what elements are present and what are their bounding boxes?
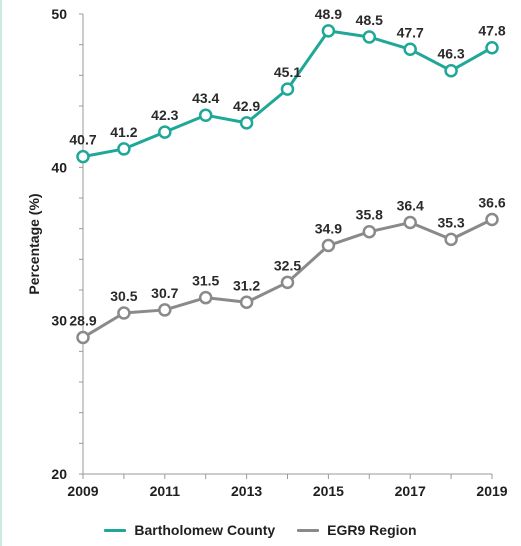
y-tick-label: 30 — [51, 313, 67, 329]
y-axis-title: Percentage (%) — [26, 193, 42, 294]
data-point-egr9 — [158, 303, 172, 317]
data-label-egr9: 32.5 — [274, 257, 301, 273]
x-tick-label: 2019 — [476, 483, 507, 499]
line-chart: 20 30 40 50 2009 2011 2013 2015 2017 2019 40.7 41.… — [26, 6, 508, 499]
legend-item-bartholomew: Bartholomew County — [104, 522, 275, 538]
x-tick-label: 2013 — [231, 483, 262, 499]
data-point-egr9 — [76, 330, 90, 345]
data-label-bartholomew: 40.7 — [69, 132, 96, 148]
y-tick-label: 50 — [51, 6, 67, 22]
data-point-bartholomew — [76, 149, 90, 164]
data-point-bartholomew — [239, 116, 254, 130]
series-points — [76, 24, 499, 345]
data-label-bartholomew: 42.3 — [151, 107, 178, 123]
data-label-bartholomew: 43.4 — [192, 90, 219, 106]
data-point-bartholomew — [117, 142, 131, 156]
data-label-egr9: 35.3 — [437, 214, 464, 230]
data-point-bartholomew — [403, 42, 417, 57]
data-label-egr9: 28.9 — [69, 313, 96, 329]
x-tick-label: 2017 — [395, 483, 426, 499]
x-tick-label: 2009 — [67, 483, 98, 499]
data-label-egr9: 36.4 — [397, 198, 424, 214]
data-label-bartholomew: 46.3 — [437, 46, 464, 62]
data-labels: 40.7 41.2 42.3 43.4 42.9 45.1 48.9 48.5 47.7 46.3… — [69, 6, 505, 329]
data-point-egr9 — [117, 306, 131, 320]
legend-swatch-egr9 — [297, 528, 320, 532]
data-label-bartholomew: 47.8 — [478, 23, 505, 39]
data-point-bartholomew — [362, 30, 377, 44]
data-point-egr9 — [321, 238, 336, 253]
data-label-egr9: 36.6 — [478, 194, 505, 210]
data-label-bartholomew: 47.7 — [397, 24, 424, 40]
data-label-bartholomew: 41.2 — [110, 124, 137, 140]
data-point-egr9 — [444, 232, 458, 247]
data-point-egr9 — [362, 224, 377, 239]
data-point-bartholomew — [280, 82, 295, 96]
data-point-egr9 — [280, 275, 295, 290]
data-point-egr9 — [239, 295, 254, 310]
data-point-egr9 — [198, 290, 213, 305]
data-label-egr9: 31.2 — [233, 277, 260, 293]
data-label-bartholomew: 48.9 — [315, 6, 342, 22]
legend: Bartholomew County EGR9 Region — [0, 520, 521, 540]
x-tick-label: 2015 — [313, 483, 344, 499]
data-label-bartholomew: 45.1 — [274, 64, 301, 80]
legend-label-bartholomew: Bartholomew County — [134, 522, 276, 538]
y-tick-label: 40 — [51, 159, 67, 175]
data-point-egr9 — [485, 212, 499, 227]
x-tick-label: 2011 — [150, 483, 181, 499]
data-point-bartholomew — [158, 125, 172, 139]
data-label-egr9: 35.8 — [356, 207, 383, 223]
data-label-egr9: 31.5 — [192, 273, 219, 289]
data-point-egr9 — [403, 215, 417, 230]
data-label-egr9: 30.7 — [151, 285, 178, 301]
data-label-bartholomew: 48.5 — [356, 12, 383, 28]
y-tick-label: 20 — [51, 466, 67, 482]
legend-item-egr9: EGR9 Region — [297, 522, 417, 538]
left-border-rule — [0, 0, 2, 546]
data-point-bartholomew — [321, 24, 336, 38]
data-label-egr9: 34.9 — [315, 221, 342, 237]
data-point-bartholomew — [198, 108, 213, 122]
data-point-bartholomew — [485, 40, 499, 55]
axes: 20 30 40 50 2009 2011 2013 2015 2017 2019 — [51, 6, 507, 499]
data-label-egr9: 30.5 — [110, 288, 137, 304]
legend-swatch-bartholomew — [104, 528, 127, 532]
data-point-bartholomew — [444, 63, 458, 78]
data-label-bartholomew: 42.9 — [233, 98, 260, 114]
legend-label-egr9: EGR9 Region — [327, 522, 417, 538]
